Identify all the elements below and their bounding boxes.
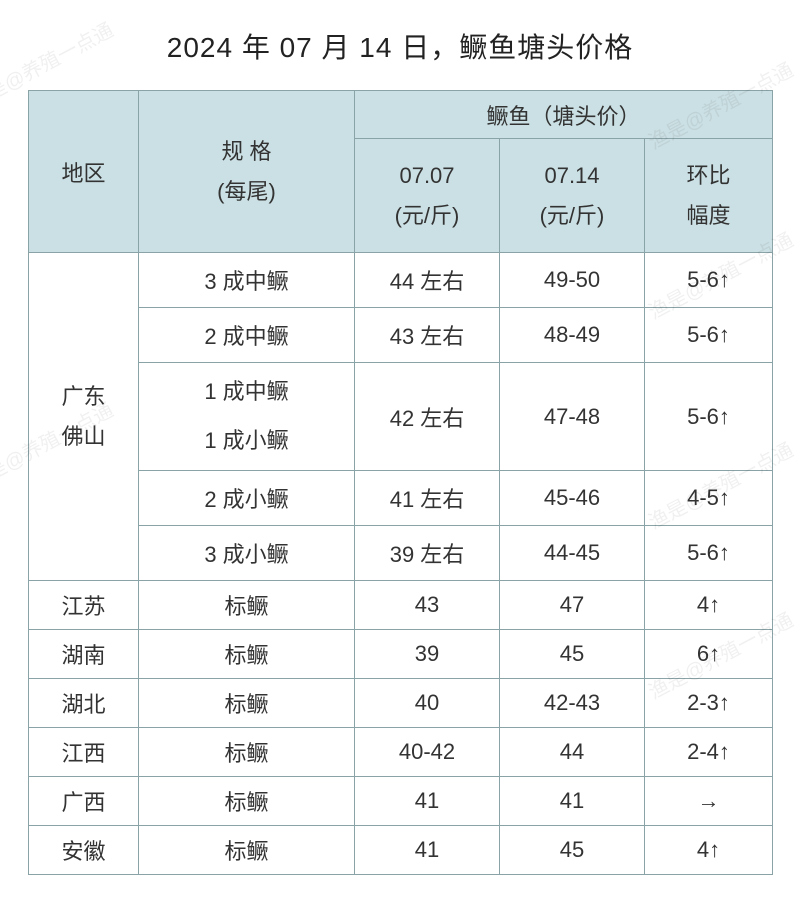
col-group: 鳜鱼（塘头价） bbox=[355, 91, 773, 139]
cell-region: 安徽 bbox=[29, 826, 139, 875]
table-row: 广东佛山3 成中鳜44 左右49-505-6↑ bbox=[29, 253, 773, 308]
table-row: 湖北标鳜4042-432-3↑ bbox=[29, 679, 773, 728]
cell-prev: 40-42 bbox=[355, 728, 500, 777]
cell-spec: 标鳜 bbox=[139, 581, 355, 630]
cell-change: 5-6↑ bbox=[645, 308, 773, 363]
cell-spec: 2 成中鳜 bbox=[139, 308, 355, 363]
page-title: 2024 年 07 月 14 日，鳜鱼塘头价格 bbox=[28, 26, 772, 66]
cell-prev: 42 左右 bbox=[355, 363, 500, 471]
table-row: 安徽标鳜41454↑ bbox=[29, 826, 773, 875]
cell-prev: 44 左右 bbox=[355, 253, 500, 308]
cell-curr: 47 bbox=[500, 581, 645, 630]
cell-change: → bbox=[645, 777, 773, 826]
cell-region: 湖南 bbox=[29, 630, 139, 679]
table-row: 2 成中鳜43 左右48-495-6↑ bbox=[29, 308, 773, 363]
price-table-page: 2024 年 07 月 14 日，鳜鱼塘头价格 地区 规 格 (每尾) 鳜鱼（塘… bbox=[0, 0, 800, 915]
table-body: 广东佛山3 成中鳜44 左右49-505-6↑2 成中鳜43 左右48-495-… bbox=[29, 253, 773, 875]
cell-prev: 41 左右 bbox=[355, 471, 500, 526]
cell-curr: 48-49 bbox=[500, 308, 645, 363]
price-table: 地区 规 格 (每尾) 鳜鱼（塘头价） 07.07 (元/斤) 07.14 (元… bbox=[28, 90, 773, 875]
cell-region: 广西 bbox=[29, 777, 139, 826]
cell-region: 湖北 bbox=[29, 679, 139, 728]
table-row: 广西标鳜4141→ bbox=[29, 777, 773, 826]
col-curr-line2: (元/斤) bbox=[500, 196, 644, 236]
cell-change: 4-5↑ bbox=[645, 471, 773, 526]
cell-curr: 44-45 bbox=[500, 526, 645, 581]
cell-curr: 45 bbox=[500, 826, 645, 875]
table-row: 2 成小鳜41 左右45-464-5↑ bbox=[29, 471, 773, 526]
cell-spec: 标鳜 bbox=[139, 777, 355, 826]
cell-curr: 41 bbox=[500, 777, 645, 826]
cell-spec: 3 成中鳜 bbox=[139, 253, 355, 308]
table-header: 地区 规 格 (每尾) 鳜鱼（塘头价） 07.07 (元/斤) 07.14 (元… bbox=[29, 91, 773, 253]
cell-curr: 47-48 bbox=[500, 363, 645, 471]
cell-spec: 3 成小鳜 bbox=[139, 526, 355, 581]
col-curr-line1: 07.14 bbox=[500, 156, 644, 196]
cell-prev: 39 左右 bbox=[355, 526, 500, 581]
cell-curr: 44 bbox=[500, 728, 645, 777]
cell-spec: 标鳜 bbox=[139, 826, 355, 875]
cell-prev: 41 bbox=[355, 777, 500, 826]
cell-curr: 45 bbox=[500, 630, 645, 679]
table-row: 1 成中鳜1 成小鳜42 左右47-485-6↑ bbox=[29, 363, 773, 471]
cell-curr: 42-43 bbox=[500, 679, 645, 728]
cell-change: 5-6↑ bbox=[645, 526, 773, 581]
cell-change: 5-6↑ bbox=[645, 363, 773, 471]
col-spec: 规 格 (每尾) bbox=[139, 91, 355, 253]
table-row: 3 成小鳜39 左右44-455-6↑ bbox=[29, 526, 773, 581]
col-change-line2: 幅度 bbox=[645, 196, 772, 236]
col-prev: 07.07 (元/斤) bbox=[355, 139, 500, 253]
cell-region: 江苏 bbox=[29, 581, 139, 630]
cell-change: 2-4↑ bbox=[645, 728, 773, 777]
cell-prev: 41 bbox=[355, 826, 500, 875]
cell-spec: 标鳜 bbox=[139, 679, 355, 728]
col-region: 地区 bbox=[29, 91, 139, 253]
table-row: 江苏标鳜43474↑ bbox=[29, 581, 773, 630]
cell-spec: 标鳜 bbox=[139, 630, 355, 679]
col-spec-line2: (每尾) bbox=[139, 172, 354, 212]
cell-prev: 43 左右 bbox=[355, 308, 500, 363]
col-prev-line1: 07.07 bbox=[355, 156, 499, 196]
col-change-line1: 环比 bbox=[645, 156, 772, 196]
table-row: 江西标鳜40-42442-4↑ bbox=[29, 728, 773, 777]
cell-spec: 1 成中鳜1 成小鳜 bbox=[139, 363, 355, 471]
col-curr: 07.14 (元/斤) bbox=[500, 139, 645, 253]
cell-change: 5-6↑ bbox=[645, 253, 773, 308]
cell-region: 广东佛山 bbox=[29, 253, 139, 581]
cell-change: 4↑ bbox=[645, 581, 773, 630]
cell-change: 6↑ bbox=[645, 630, 773, 679]
col-spec-line1: 规 格 bbox=[139, 132, 354, 172]
cell-curr: 45-46 bbox=[500, 471, 645, 526]
cell-prev: 43 bbox=[355, 581, 500, 630]
cell-curr: 49-50 bbox=[500, 253, 645, 308]
cell-spec: 标鳜 bbox=[139, 728, 355, 777]
cell-spec: 2 成小鳜 bbox=[139, 471, 355, 526]
cell-prev: 40 bbox=[355, 679, 500, 728]
cell-change: 2-3↑ bbox=[645, 679, 773, 728]
cell-change: 4↑ bbox=[645, 826, 773, 875]
col-change: 环比 幅度 bbox=[645, 139, 773, 253]
col-prev-line2: (元/斤) bbox=[355, 196, 499, 236]
cell-region: 江西 bbox=[29, 728, 139, 777]
cell-prev: 39 bbox=[355, 630, 500, 679]
table-row: 湖南标鳜39456↑ bbox=[29, 630, 773, 679]
